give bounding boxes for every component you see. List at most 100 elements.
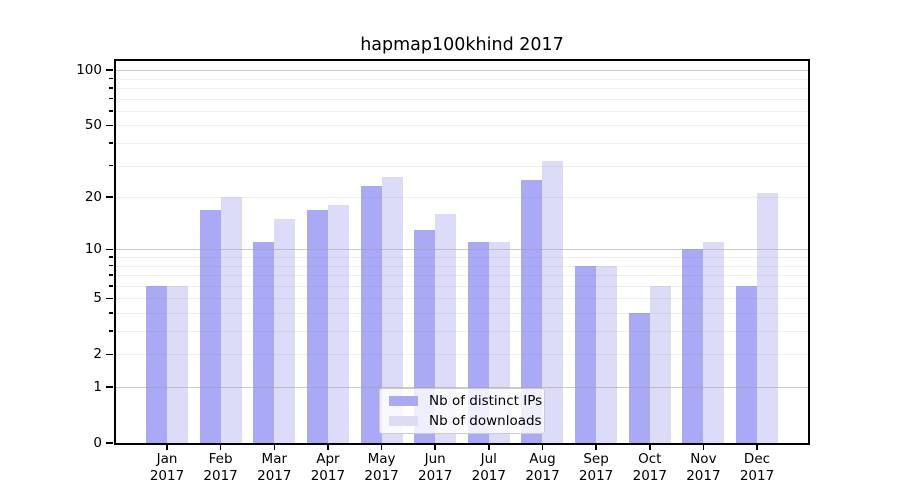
- bar-distinct-ips-jan: [146, 285, 167, 443]
- x-tick-label-dec: Dec 2017: [739, 451, 775, 484]
- gridline-minor-30: [116, 165, 808, 167]
- bar-downloads-oct: [649, 285, 671, 443]
- y-tick-label-1: 1: [93, 379, 102, 395]
- gridline-minor-9: [116, 257, 808, 258]
- bar-downloads-feb: [220, 197, 242, 443]
- y-minor-tick-mark-4: [109, 312, 113, 314]
- y-tick-label-50: 50: [84, 117, 102, 134]
- x-tick-label-oct: Oct 2017: [632, 451, 667, 484]
- bar-downloads-aug: [542, 160, 564, 443]
- bar-downloads-may: [381, 176, 403, 443]
- y-minor-tick-mark-8: [109, 264, 113, 267]
- gridline-minor-60: [116, 110, 808, 112]
- gridline-minor-40: [116, 143, 808, 144]
- gridline-minor-5: [116, 298, 808, 300]
- x-tick-label-sep: Sep 2017: [578, 451, 614, 484]
- y-minor-tick-mark-9: [109, 256, 113, 258]
- gridline-minor-3: [116, 331, 808, 332]
- bar-downloads-sep: [596, 265, 618, 443]
- legend-label-downloads: Nb of downloads: [429, 412, 542, 429]
- chart-title: hapmap100khind 2017: [360, 35, 564, 55]
- bar-distinct-ips-oct: [628, 313, 650, 443]
- bar-downloads-nov: [703, 242, 725, 443]
- x-tick-mark-nov: [702, 445, 705, 450]
- y-tick-mark-10: [106, 248, 113, 251]
- gridline-minor-6: [116, 285, 808, 287]
- y-tick-mark-0: [106, 442, 113, 444]
- gridline-major-1: [116, 387, 808, 388]
- bar-distinct-ips-dec: [736, 285, 758, 443]
- y-minor-tick-mark-30: [109, 164, 113, 167]
- legend-label-distinct-ips: Nb of distinct IPs: [429, 392, 543, 409]
- x-tick-mark-jun: [434, 445, 436, 450]
- gridline-major-100: [116, 70, 808, 72]
- y-tick-label-20: 20: [84, 189, 102, 206]
- y-minor-tick-mark-3: [109, 330, 113, 332]
- gridline-minor-70: [116, 98, 808, 100]
- bar-distinct-ips-mar: [253, 242, 275, 443]
- gridline-minor-2: [116, 354, 808, 356]
- y-tick-mark-1: [106, 386, 113, 388]
- x-tick-mark-jan: [166, 445, 168, 450]
- x-tick-label-may: May 2017: [364, 451, 399, 484]
- x-tick-mark-oct: [649, 445, 651, 450]
- bar-downloads-apr: [327, 205, 349, 443]
- x-tick-label-jul: Jul 2017: [471, 451, 506, 484]
- x-tick-mark-mar: [273, 445, 276, 450]
- bar-distinct-ips-apr: [306, 209, 328, 443]
- legend-entry-distinct-ips: Nb of distinct IPs: [389, 393, 542, 410]
- gridlines-layer: [116, 61, 808, 443]
- bar-distinct-ips-may: [360, 186, 382, 443]
- x-tick-label-feb: Feb 2017: [203, 451, 238, 484]
- y-minor-tick-mark-70: [109, 97, 113, 100]
- y-tick-label-100: 100: [76, 62, 102, 79]
- bar-distinct-ips-feb: [199, 209, 221, 443]
- x-tick-mark-sep: [595, 445, 597, 450]
- y-tick-mark-20: [106, 196, 113, 198]
- legend-entry-downloads: Nb of downloads: [389, 413, 542, 430]
- y-tick-label-0: 0: [93, 435, 102, 451]
- bar-distinct-ips-sep: [575, 265, 597, 443]
- x-tick-label-jan: Jan 2017: [149, 451, 185, 484]
- y-minor-tick-mark-40: [109, 142, 113, 144]
- bar-downloads-dec: [757, 193, 779, 443]
- y-minor-tick-mark-80: [109, 87, 113, 89]
- x-tick-mark-may: [380, 445, 383, 450]
- y-minor-tick-mark-6: [109, 285, 113, 287]
- x-tick-mark-dec: [756, 445, 758, 450]
- gridline-minor-4: [116, 313, 808, 314]
- legend: Nb of distinct IPs Nb of downloads: [379, 388, 545, 434]
- y-tick-mark-2: [106, 353, 113, 356]
- gridline-minor-80: [116, 88, 808, 89]
- bars-layer: [116, 61, 808, 443]
- legend-swatch-downloads: [389, 416, 418, 426]
- x-tick-label-aug: Aug 2017: [525, 451, 560, 484]
- gridline-minor-8: [116, 265, 808, 267]
- bar-downloads-jan: [167, 285, 188, 443]
- y-tick-mark-5: [106, 297, 113, 300]
- y-tick-mark-50: [106, 124, 113, 127]
- gridline-minor-20: [116, 197, 808, 199]
- y-tick-mark-100: [106, 69, 113, 71]
- gridline-minor-7: [116, 275, 808, 276]
- x-tick-label-apr: Apr 2017: [310, 451, 346, 484]
- y-minor-tick-mark-90: [109, 77, 113, 80]
- x-tick-mark-jul: [488, 445, 490, 450]
- y-tick-label-5: 5: [93, 290, 102, 307]
- x-tick-mark-apr: [327, 445, 329, 450]
- gridline-minor-50: [116, 125, 808, 127]
- legend-swatch-distinct-ips: [389, 396, 418, 406]
- x-tick-mark-aug: [541, 445, 544, 450]
- gridline-major-10: [116, 249, 808, 251]
- y-tick-label-2: 2: [93, 346, 102, 363]
- x-tick-label-nov: Nov 2017: [686, 451, 721, 484]
- bar-distinct-ips-nov: [682, 249, 704, 443]
- x-tick-mark-feb: [219, 445, 222, 450]
- gridline-minor-90: [116, 78, 808, 80]
- y-minor-tick-mark-60: [109, 110, 113, 112]
- x-tick-label-mar: Mar 2017: [257, 451, 292, 484]
- y-minor-tick-mark-7: [109, 274, 113, 276]
